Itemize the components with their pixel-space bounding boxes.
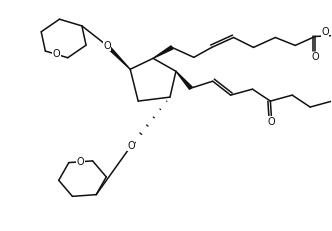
Polygon shape [106,45,130,69]
Polygon shape [153,46,173,58]
Text: O: O [77,157,85,167]
Text: O: O [53,49,60,59]
Text: O: O [127,141,135,151]
Polygon shape [176,71,192,89]
Text: O: O [311,52,319,62]
Text: O: O [103,41,111,51]
Text: O: O [321,27,329,37]
Text: O: O [268,117,275,127]
